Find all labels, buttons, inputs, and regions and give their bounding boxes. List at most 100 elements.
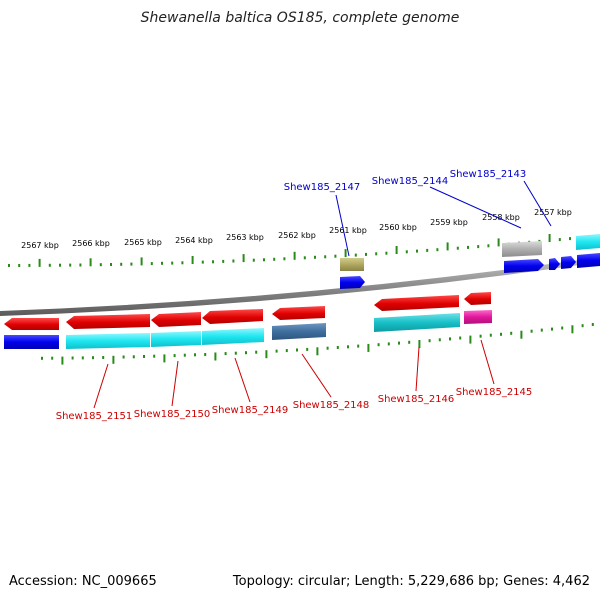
tick-mark [122,355,125,359]
map-title: Shewanella baltica OS185, complete genom… [140,10,460,26]
gene-box[interactable] [272,323,326,340]
tick-mark [306,347,309,351]
tick-mark [428,339,431,343]
gene-arrow[interactable] [66,314,150,329]
tick-mark [367,343,370,352]
tick-mark [224,352,227,356]
tick-mark [497,238,500,247]
gene-arrow[interactable] [374,295,459,311]
tick-mark [263,258,265,262]
tick-mark [212,260,214,264]
tick-mark [252,258,255,262]
tick-mark [316,347,319,356]
gene-arrow[interactable] [202,309,263,324]
tick-mark [275,349,278,353]
callout-line [523,180,552,227]
forward-strand-lanes [340,234,600,289]
tick-label: 2566 kbp [72,239,110,248]
tick-mark [222,259,225,263]
tick-label: 2561 kbp [329,226,367,235]
tick-mark [500,332,502,336]
tick-mark [242,254,245,263]
tick-mark [520,330,523,339]
gene-box[interactable] [202,328,264,345]
tick-mark [173,354,176,358]
callout-line [234,357,251,403]
tick-mark [354,253,357,257]
tick-mark [571,325,574,334]
tick-mark [183,353,186,357]
tick-mark [408,340,411,344]
tick-mark [365,252,367,256]
tick-mark [61,356,64,365]
gene-label[interactable]: Shew185_2149 [212,405,289,416]
tick-mark [344,249,347,258]
gene-arrow[interactable] [549,258,560,270]
gene-label[interactable]: Shew185_2148 [293,400,370,411]
gene-arrow[interactable] [272,306,325,320]
gene-arrow[interactable] [151,312,201,327]
gene-label[interactable]: Shew185_2143 [450,169,527,180]
tick-mark [38,258,41,267]
gene-arrow[interactable] [561,256,576,269]
callout-line [415,346,420,392]
tick-mark [194,353,196,357]
tick-label: 2565 kbp [124,238,162,247]
tick-mark [446,242,449,251]
callout-line [335,194,350,257]
gene-box[interactable] [340,258,364,271]
gene-arrow[interactable] [504,259,544,273]
gene-box[interactable] [502,241,542,257]
tick-mark [548,234,551,242]
tick-mark [296,348,298,352]
tick-mark [377,343,380,347]
tick-mark [161,261,163,265]
gene-box[interactable] [577,253,600,268]
gene-label[interactable]: Shew185_2147 [284,182,361,193]
tick-label: 2557 kbp [534,208,572,217]
tick-mark [143,355,145,358]
tick-mark [387,342,390,346]
tick-mark [273,257,276,261]
tick-mark [204,353,207,356]
tick-mark [102,356,105,359]
tick-mark [265,350,268,359]
lower-tick-row [41,323,594,365]
tick-mark [8,264,10,267]
tick-mark [51,356,54,360]
tick-mark [510,331,513,335]
gene-box[interactable] [374,313,460,332]
genome-backbone [0,257,600,316]
gene-label[interactable]: Shew185_2144 [372,176,449,187]
tick-mark [285,349,288,353]
gene-label[interactable]: Shew185_2151 [56,411,133,422]
gene-arrow[interactable] [464,292,491,305]
gene-box[interactable] [576,234,600,250]
tick-mark [41,356,43,360]
gene-box[interactable] [151,331,201,347]
gene-label[interactable]: Shew185_2146 [378,394,455,405]
gene-box[interactable] [4,335,59,349]
tick-mark [234,351,237,355]
tick-mark [324,255,327,259]
tick-mark [18,264,21,267]
tick-mark [487,244,490,248]
gene-label[interactable]: Shew185_2145 [456,387,533,398]
tick-mark [357,344,360,348]
tick-mark [418,340,421,348]
gene-box[interactable] [464,310,492,324]
tick-mark [150,262,153,266]
tick-mark [92,356,94,360]
tick-mark [561,326,564,330]
gene-arrow[interactable] [340,276,365,289]
tick-mark [477,245,480,249]
gene-box[interactable] [66,333,150,349]
tick-mark [558,238,561,242]
tick-mark [171,261,174,265]
tick-mark [456,246,459,250]
gene-arrow[interactable] [4,318,59,330]
tick-mark [385,251,388,255]
tick-mark [569,237,571,241]
gene-label[interactable]: Shew185_2150 [134,409,211,420]
